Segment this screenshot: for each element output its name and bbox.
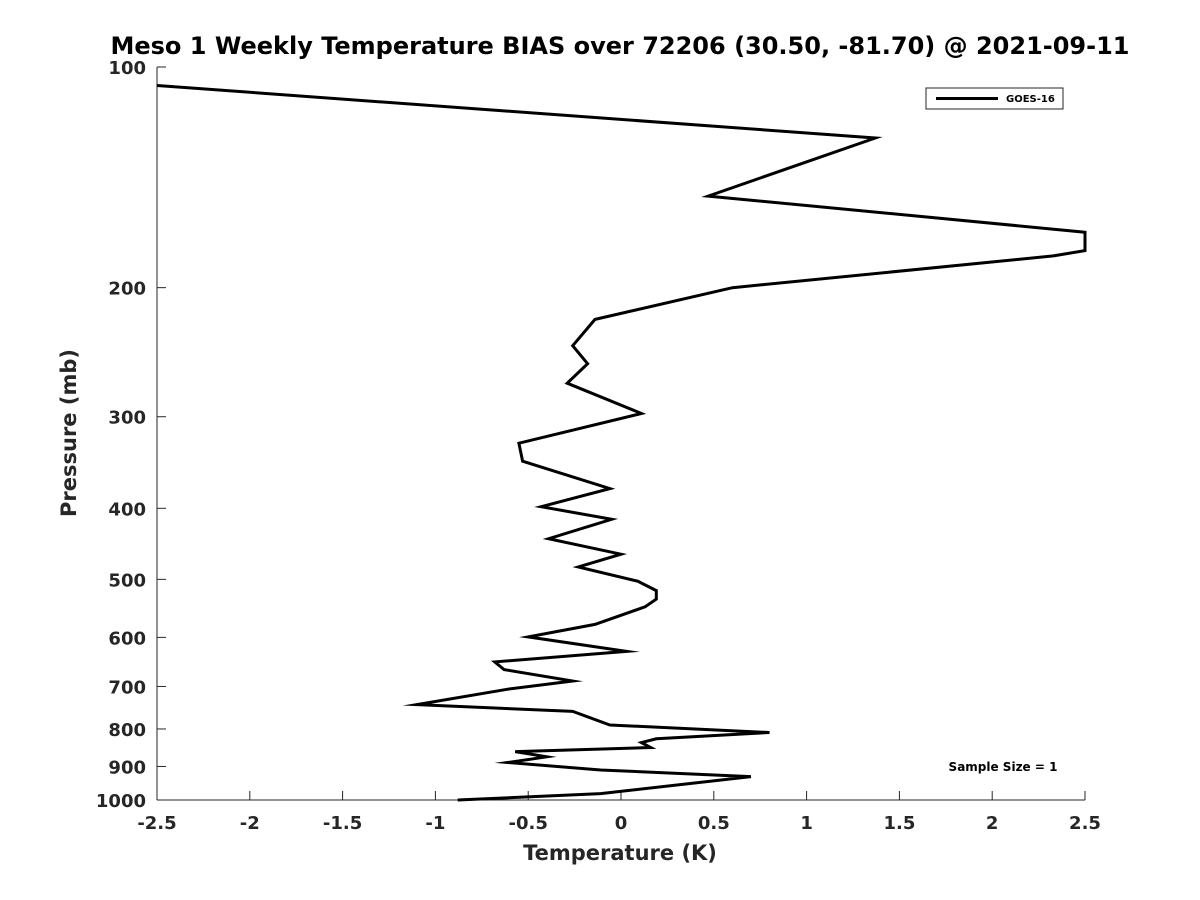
series-layer	[156, 84, 1087, 802]
y-tick-label: 700	[108, 677, 146, 698]
y-tick-label: 1000	[96, 791, 146, 812]
y-tick-label: 300	[108, 408, 146, 429]
x-tick-label: -1	[425, 813, 445, 834]
x-tick-label: 0.5	[698, 813, 730, 834]
sample-size-annotation: Sample Size = 1	[949, 760, 1058, 774]
x-tick-label: 1.5	[883, 813, 915, 834]
y-tick-label: 900	[108, 757, 146, 778]
x-tick-label: -2.5	[137, 813, 176, 834]
y-tick-label: 500	[108, 570, 146, 591]
y-tick-label: 400	[108, 499, 146, 520]
x-tick-label: 1	[800, 813, 813, 834]
y-tick-label: 100	[108, 58, 146, 79]
series-line-goes-16	[156, 84, 1087, 802]
y-tick-label: 200	[108, 279, 146, 300]
x-tick-label: 0	[615, 813, 628, 834]
y-tick-label: 800	[108, 720, 146, 741]
legend: GOES-16	[925, 87, 1064, 110]
x-tick-label: 2	[986, 813, 999, 834]
x-tick-label: -0.5	[509, 813, 548, 834]
y-axis-ticks: 100 200 300 400 500 600 700 800 900 1000	[96, 58, 166, 812]
x-axis-ticks: -2.5 -2 -1.5 -1 -0.5 0 0.5 1 1.5 2 2.5	[137, 791, 1101, 834]
x-axis-label: Temperature (K)	[523, 841, 717, 865]
x-tick-label: -2	[240, 813, 260, 834]
x-tick-label: -1.5	[323, 813, 362, 834]
axes	[156, 67, 1085, 801]
x-tick-label: 2.5	[1069, 813, 1101, 834]
legend-label-goes-16: GOES-16	[1006, 94, 1055, 105]
y-axis-label: Pressure (mb)	[57, 349, 81, 517]
y-tick-label: 600	[108, 628, 146, 649]
chart-title: Meso 1 Weekly Temperature BIAS over 7220…	[110, 32, 1129, 60]
